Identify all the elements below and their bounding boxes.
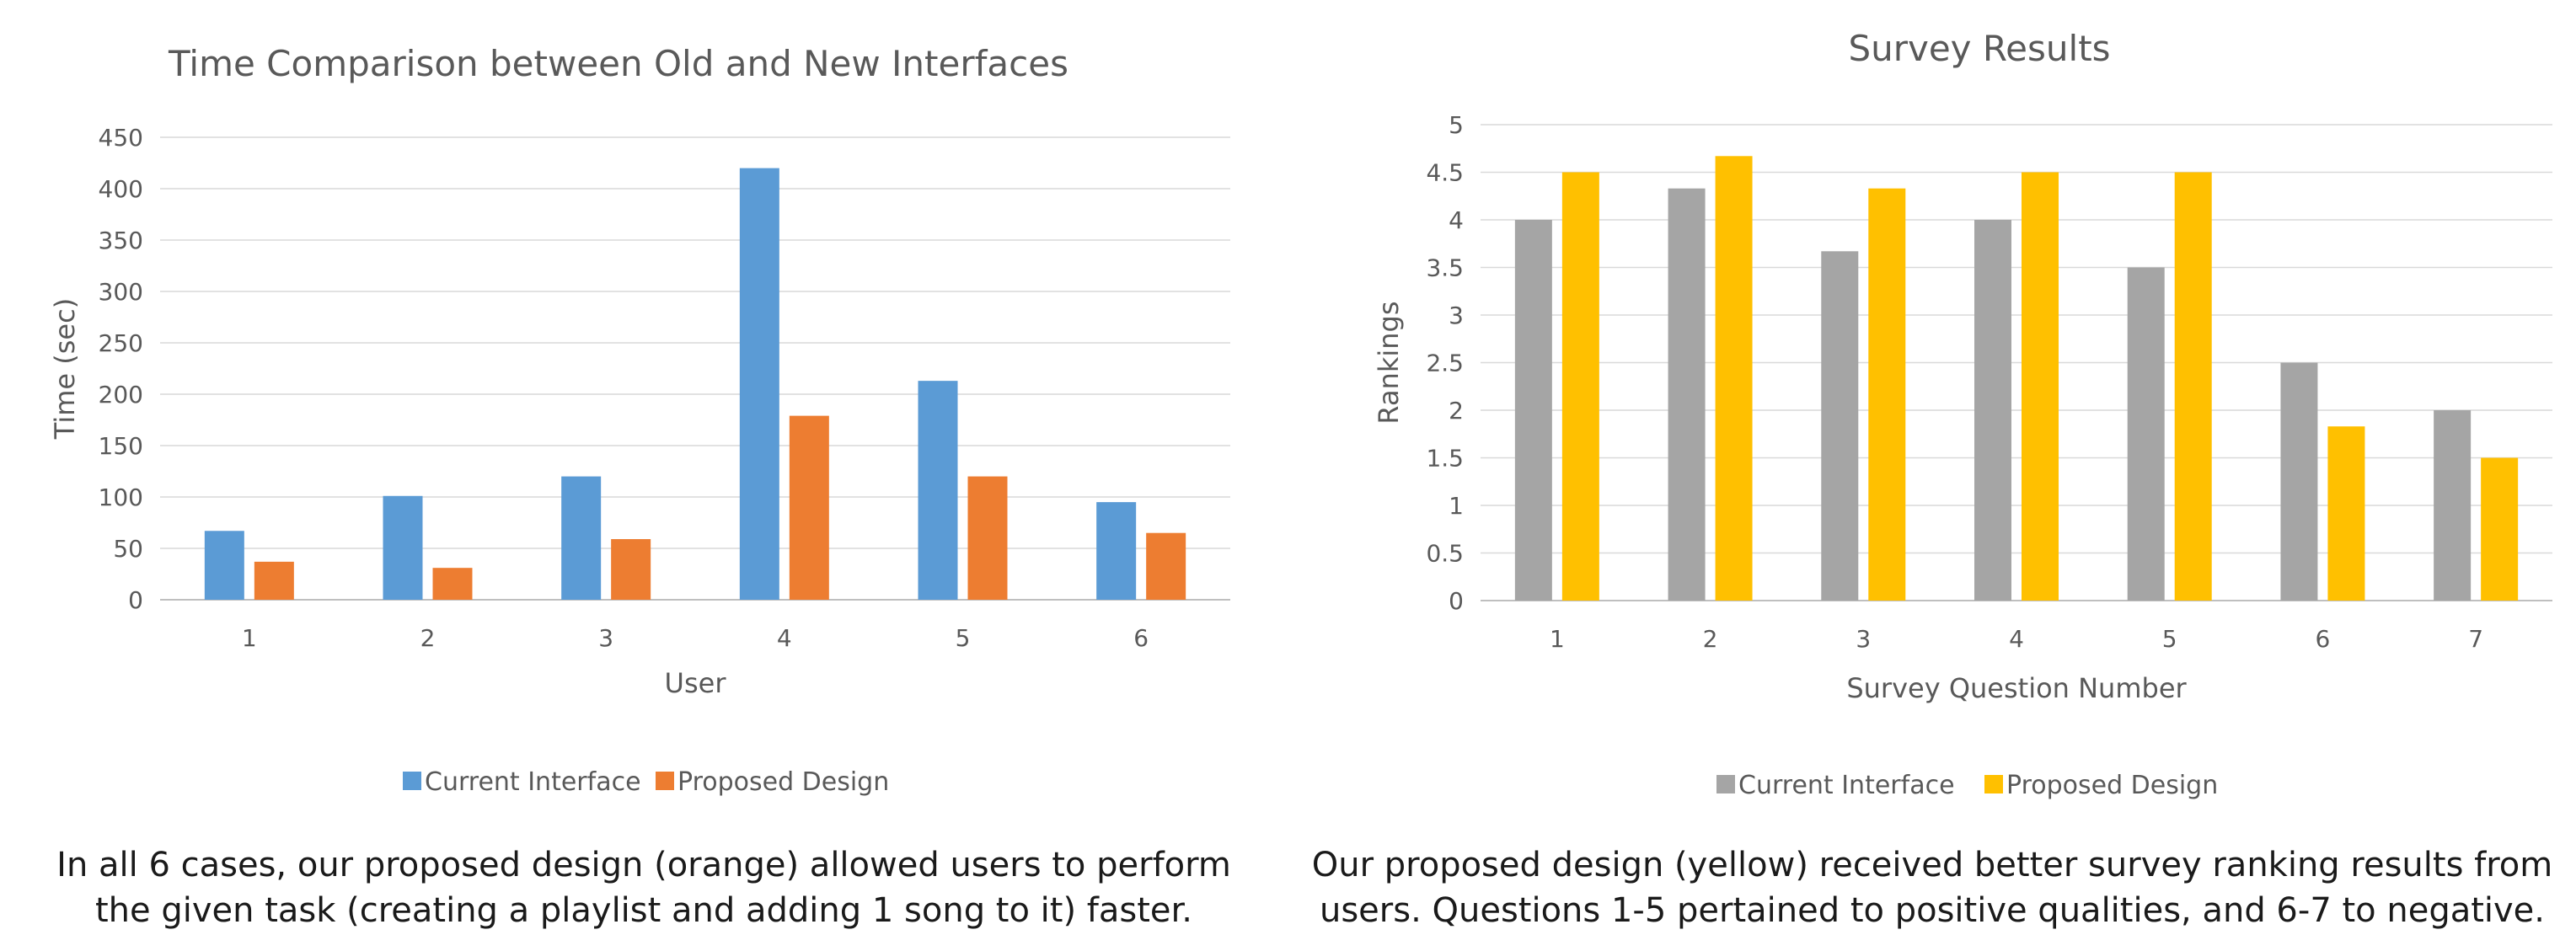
bar xyxy=(2481,457,2519,601)
y-tick-label: 350 xyxy=(99,227,143,254)
bar xyxy=(1715,156,1753,601)
y-tick-label: 0.5 xyxy=(1426,540,1464,568)
y-tick-label: 0 xyxy=(1449,587,1464,615)
caption-line: the given task (creating a playlist and … xyxy=(94,891,1192,930)
x-axis-title: User xyxy=(665,667,727,699)
bar xyxy=(2022,172,2059,601)
legend-label: Current Interface xyxy=(425,767,641,797)
bar xyxy=(383,495,423,600)
y-axis-title: Rankings xyxy=(1373,301,1405,424)
bar xyxy=(611,539,651,600)
bar xyxy=(1868,188,1906,601)
x-tick-label: 2 xyxy=(420,624,436,652)
legend-swatch xyxy=(1984,775,2003,793)
y-tick-label: 3 xyxy=(1449,302,1464,329)
bar xyxy=(1561,172,1599,601)
y-tick-label: 150 xyxy=(99,432,143,460)
caption-line: In all 6 cases, our proposed design (ora… xyxy=(56,846,1231,884)
bar xyxy=(254,561,294,600)
survey-results-chart: Survey Results 0 0.5 1 1.5 2 2.5 3 3.5 4 4.5 5 1 2 3 4 5… xyxy=(1373,28,2552,800)
y-tick-label: 100 xyxy=(99,484,143,511)
x-tick-label: 6 xyxy=(2316,625,2331,653)
bar xyxy=(2434,410,2472,601)
x-axis-title: Survey Question Number xyxy=(1846,672,2187,704)
bar xyxy=(2127,267,2165,601)
x-tick-label: 3 xyxy=(1856,625,1871,653)
bar xyxy=(432,568,473,600)
legend-label: Proposed Design xyxy=(2006,771,2218,800)
legend-swatch xyxy=(656,772,674,790)
y-tick-label: 1.5 xyxy=(1426,445,1464,473)
y-tick-label: 2.5 xyxy=(1426,350,1464,377)
bar xyxy=(561,476,602,600)
y-tick-label: 4.5 xyxy=(1426,159,1464,187)
y-tick-label: 250 xyxy=(99,329,143,357)
chart-title: Time Comparison between Old and New Inte… xyxy=(168,43,1068,84)
bar xyxy=(1514,220,1552,601)
legend-label: Proposed Design xyxy=(677,767,889,797)
caption-line: Our proposed design (yellow) received be… xyxy=(1311,846,2553,884)
bar xyxy=(1821,251,1859,601)
time-comparison-panel: Time Comparison between Old and New Inte… xyxy=(0,43,1288,933)
bar xyxy=(1668,188,1706,601)
y-tick-label: 2 xyxy=(1449,397,1464,425)
legend-label: Current Interface xyxy=(1738,771,1955,800)
x-tick-label: 1 xyxy=(1550,625,1565,653)
bar xyxy=(1146,532,1186,600)
y-tick-label: 50 xyxy=(113,535,143,563)
bar xyxy=(739,168,779,601)
y-tick-label: 4 xyxy=(1449,206,1464,234)
x-tick-label: 7 xyxy=(2468,625,2483,653)
y-axis-title: Time (sec) xyxy=(49,298,81,440)
x-tick-label: 5 xyxy=(2162,625,2177,653)
survey-results-caption: Our proposed design (yellow) received be… xyxy=(1288,842,2576,933)
bar xyxy=(789,415,829,600)
x-tick-label: 4 xyxy=(777,624,792,652)
legend-swatch xyxy=(1716,775,1735,793)
y-tick-label: 200 xyxy=(99,381,143,409)
time-comparison-caption: In all 6 cases, our proposed design (ora… xyxy=(0,842,1288,933)
y-tick-label: 3.5 xyxy=(1426,254,1464,282)
legend-swatch xyxy=(403,772,421,790)
caption-line: users. Questions 1-5 pertained to positi… xyxy=(1319,891,2546,930)
bar xyxy=(2174,172,2212,601)
bar xyxy=(1096,502,1137,600)
bar xyxy=(2327,426,2365,601)
y-tick-label: 5 xyxy=(1449,111,1464,139)
bar xyxy=(967,476,1008,600)
x-tick-label: 4 xyxy=(2009,625,2024,653)
x-tick-label: 2 xyxy=(1703,625,1718,653)
chart-title: Survey Results xyxy=(1848,28,2110,69)
time-comparison-chart: Time Comparison between Old and New Inte… xyxy=(49,43,1230,797)
y-tick-label: 300 xyxy=(99,278,143,306)
x-tick-label: 1 xyxy=(242,624,257,652)
bar xyxy=(918,381,958,600)
x-tick-label: 5 xyxy=(956,624,971,652)
y-tick-label: 1 xyxy=(1449,492,1464,520)
y-tick-label: 450 xyxy=(99,124,143,152)
x-tick-label: 3 xyxy=(598,624,613,652)
bar xyxy=(2280,362,2318,601)
survey-results-panel: Survey Results 0 0.5 1 1.5 2 2.5 3 3.5 4 4.5 5 1 2 3 4 5… xyxy=(1288,0,2576,935)
bar xyxy=(204,531,244,600)
y-tick-label: 0 xyxy=(128,586,143,614)
x-tick-label: 6 xyxy=(1133,624,1149,652)
y-tick-label: 400 xyxy=(99,175,143,203)
bar xyxy=(1974,220,2011,601)
